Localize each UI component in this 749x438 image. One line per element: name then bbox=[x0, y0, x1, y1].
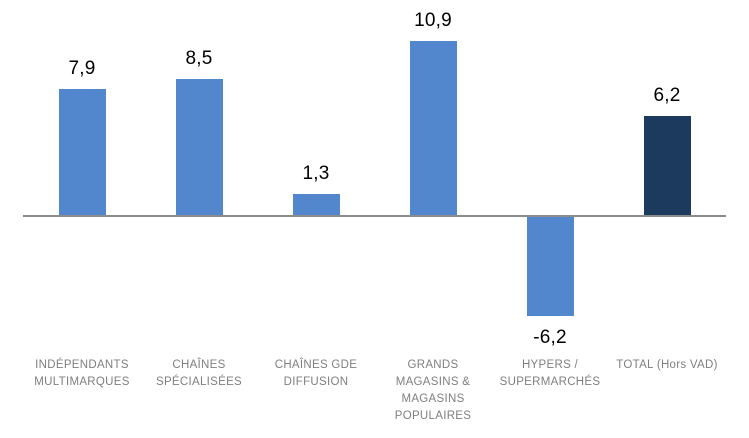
bar bbox=[292, 194, 340, 215]
category-label-line: SPÉCIALISÉES bbox=[155, 376, 243, 388]
category-label: HYPERS / SUPERMARCHÉS bbox=[492, 357, 609, 391]
category-label: CHAÎNES SPÉCIALISÉES bbox=[141, 357, 258, 391]
bar bbox=[175, 79, 223, 215]
category-label-line: MULTIMARQUES bbox=[34, 376, 130, 388]
category-label-line: POPULAIRES bbox=[394, 410, 472, 422]
category-label-line: GRANDS bbox=[407, 359, 459, 371]
value-label: 10,9 bbox=[414, 10, 452, 31]
value-label: 7,9 bbox=[68, 58, 96, 79]
value-label: -6,2 bbox=[533, 327, 567, 348]
category-label-line: DIFFUSION bbox=[283, 376, 349, 388]
category-label-line: MAGASINS & bbox=[395, 376, 471, 388]
category-label: GRANDS MAGASINS & MAGASINS POPULAIRES bbox=[375, 357, 492, 425]
category-label: INDÉPENDANTS MULTIMARQUES bbox=[24, 357, 141, 391]
category-label-line: HYPERS / bbox=[521, 359, 579, 371]
bar bbox=[58, 89, 106, 215]
value-label: 8,5 bbox=[185, 48, 213, 69]
category-label-line: TOTAL (Hors VAD) bbox=[616, 359, 718, 371]
bar bbox=[409, 41, 457, 215]
category-label-line: INDÉPENDANTS bbox=[35, 359, 129, 371]
x-axis-line bbox=[23, 215, 726, 217]
value-label: 6,2 bbox=[653, 85, 681, 106]
category-label: TOTAL (Hors VAD) bbox=[609, 357, 726, 374]
category-label-line: CHAÎNES bbox=[172, 359, 226, 371]
value-label: 1,3 bbox=[302, 163, 330, 184]
bar bbox=[526, 217, 574, 316]
bar bbox=[643, 116, 691, 215]
category-label-line: CHAÎNES GDE bbox=[274, 359, 358, 371]
category-label: CHAÎNES GDE DIFFUSION bbox=[258, 357, 375, 391]
category-label-line: SUPERMARCHÉS bbox=[499, 376, 601, 388]
category-label-line: MAGASINS bbox=[401, 393, 465, 405]
